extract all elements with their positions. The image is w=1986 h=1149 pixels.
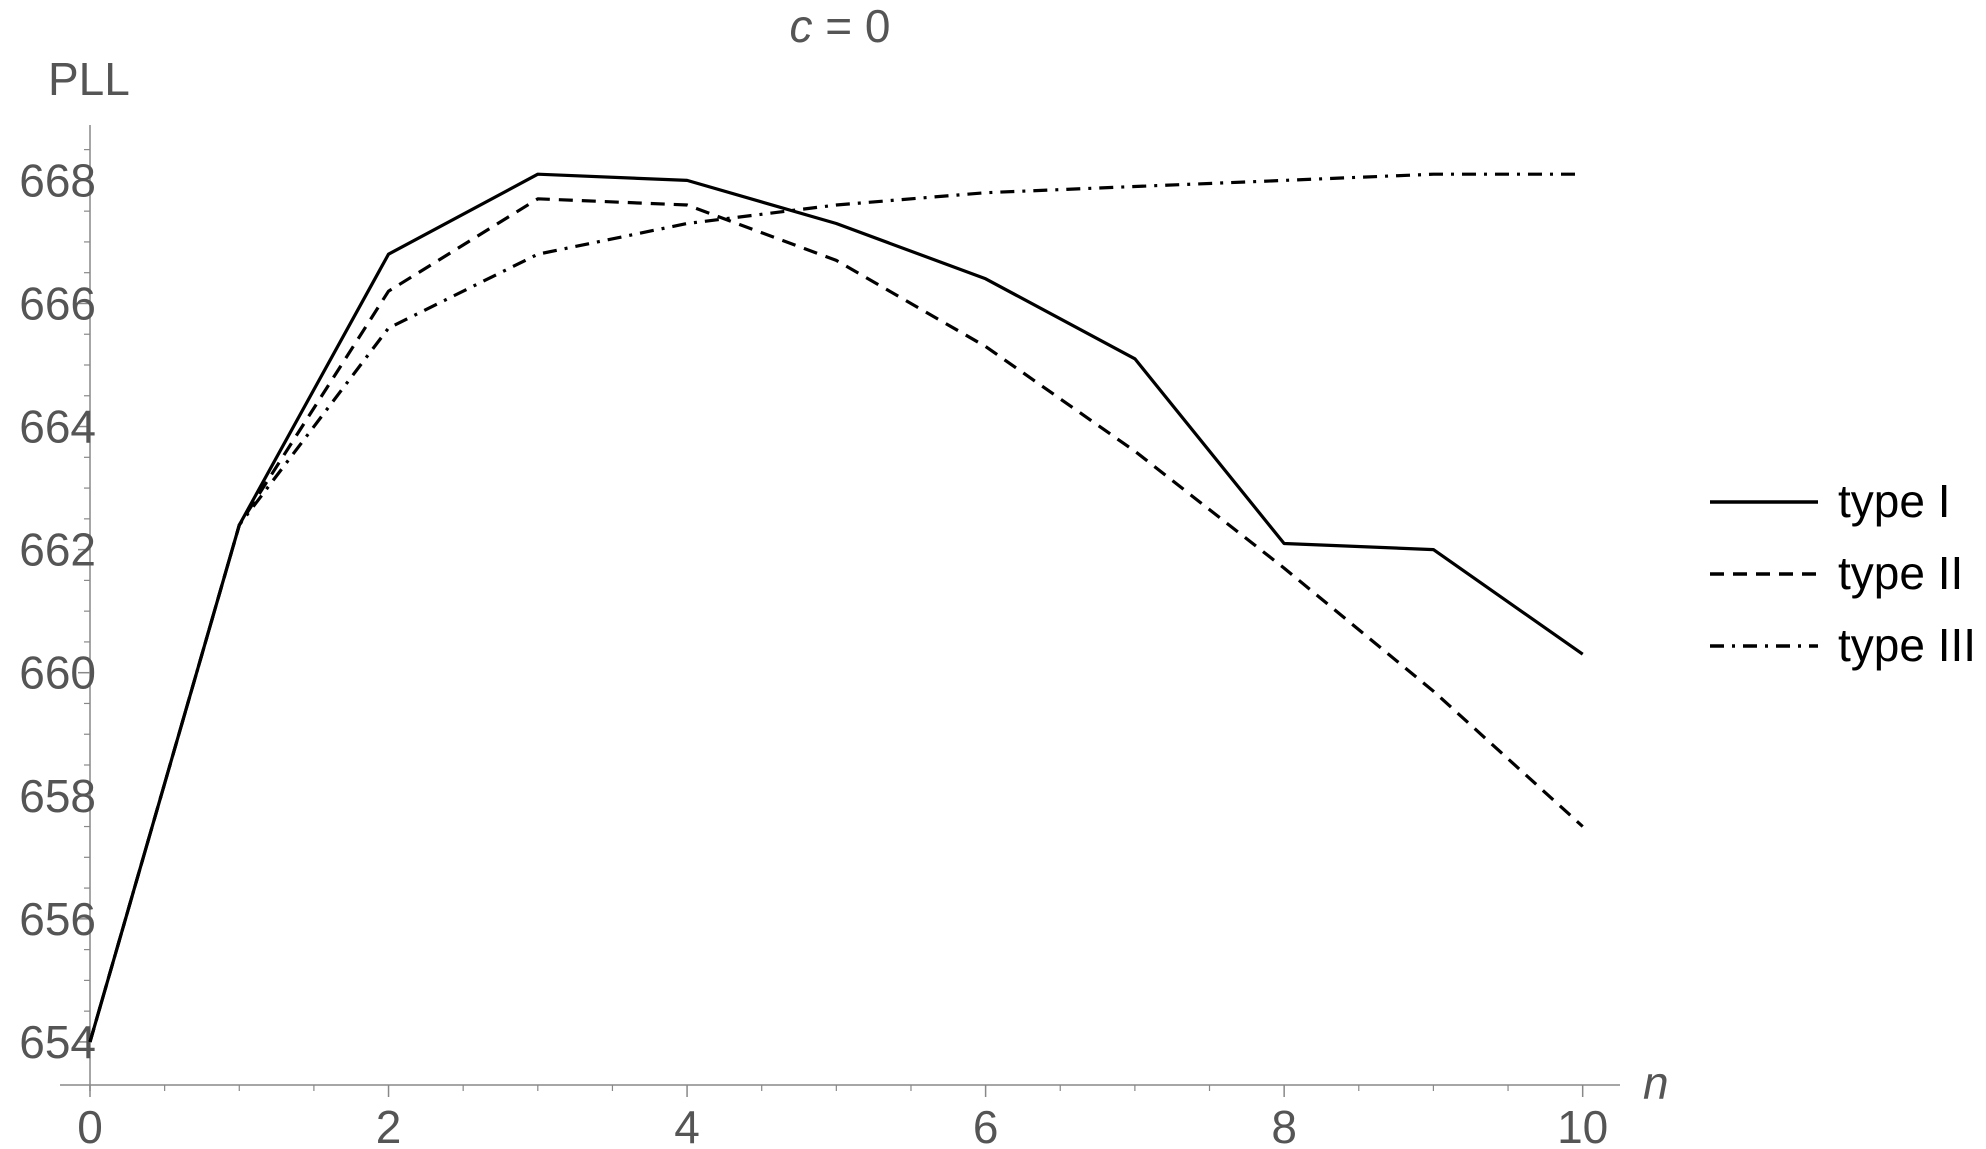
series-line-type-ii <box>88 197 1584 1043</box>
x-tick-label: 0 <box>77 1101 103 1144</box>
legend-label-type-i: type I <box>1838 475 1951 527</box>
y-tick-label: 662 <box>19 524 96 576</box>
y-tick-label: 668 <box>19 154 96 206</box>
axes: 0 2 4 6 8 10 654 656 658 660 662 664 666 668 <box>19 125 1620 1149</box>
y-tick-label: 658 <box>19 770 96 822</box>
x-tick-label: 10 <box>1557 1101 1608 1144</box>
x-tick-label: 4 <box>674 1101 700 1144</box>
series-line-type-i <box>88 172 1584 1043</box>
y-tick-label: 656 <box>19 893 96 945</box>
x-axis-title: n <box>1643 1057 1669 1109</box>
y-tick-label: 666 <box>19 277 96 329</box>
chart-title: c = 0 <box>789 0 890 52</box>
x-tick-label: 6 <box>973 1101 999 1144</box>
chart-title-text: = 0 <box>825 0 890 52</box>
y-tick-label: 654 <box>19 1016 96 1068</box>
x-tick-label: 8 <box>1271 1101 1297 1144</box>
legend-label-type-ii: type II <box>1838 547 1963 599</box>
y-tick-label: 664 <box>19 401 96 453</box>
series-lines <box>88 172 1584 1043</box>
y-axis-title: PLL <box>48 53 130 105</box>
series-line-type-iii <box>88 172 1583 1043</box>
x-tick-label: 2 <box>376 1101 402 1144</box>
legend-label-type-iii: type III <box>1838 619 1976 671</box>
chart-title-variable: c <box>789 0 812 52</box>
legend: type I type II type III <box>1710 475 1976 671</box>
y-tick-label: 660 <box>19 647 96 699</box>
